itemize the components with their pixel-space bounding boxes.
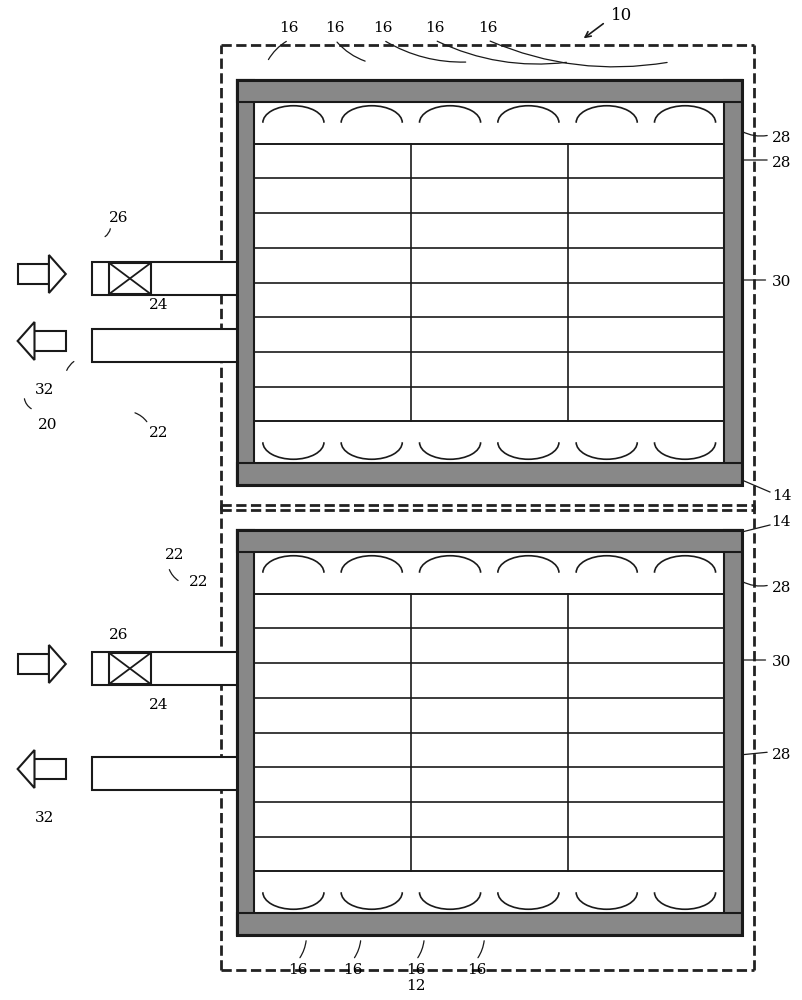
Text: 16: 16 (407, 963, 426, 977)
Bar (109, 263, 151, 294)
Text: 14: 14 (772, 489, 792, 503)
Text: 14: 14 (772, 515, 791, 529)
Text: 16: 16 (343, 963, 363, 977)
Text: 28: 28 (772, 156, 791, 170)
Text: 20: 20 (38, 418, 58, 432)
Bar (92, 262, 237, 295)
Text: 16: 16 (279, 21, 298, 35)
Bar (34, 759, 66, 779)
Polygon shape (49, 255, 66, 293)
Bar (237, 913, 742, 935)
Bar (237, 530, 742, 935)
Text: 16: 16 (467, 963, 486, 977)
Bar (34, 331, 66, 351)
Text: 28: 28 (772, 748, 791, 762)
Text: 26: 26 (109, 211, 128, 225)
Bar (724, 530, 742, 935)
Text: 28: 28 (772, 131, 791, 145)
Bar (237, 80, 742, 485)
Text: 22: 22 (149, 426, 168, 440)
Text: 30: 30 (772, 655, 791, 669)
Text: 16: 16 (425, 21, 444, 35)
Bar (237, 80, 254, 485)
Text: 16: 16 (374, 21, 393, 35)
Text: 30: 30 (772, 275, 791, 289)
Text: 24: 24 (149, 298, 168, 312)
Bar (237, 530, 742, 935)
Polygon shape (18, 322, 34, 360)
Bar (237, 530, 742, 552)
Text: 26: 26 (109, 628, 128, 642)
Bar (237, 80, 742, 102)
Bar (237, 530, 254, 935)
Bar (92, 757, 237, 790)
Bar (237, 463, 742, 485)
Text: 32: 32 (34, 811, 54, 825)
Bar (92, 652, 237, 685)
Bar (109, 653, 151, 684)
Text: 12: 12 (407, 979, 426, 993)
Text: 16: 16 (478, 21, 497, 35)
Polygon shape (49, 645, 66, 683)
Bar (237, 80, 742, 485)
Text: 24: 24 (149, 698, 168, 712)
Text: 32: 32 (34, 383, 54, 397)
Text: 16: 16 (289, 963, 308, 977)
Polygon shape (18, 750, 34, 788)
Text: 16: 16 (326, 21, 345, 35)
Text: 22: 22 (165, 548, 184, 562)
Bar (18, 264, 49, 284)
Text: 22: 22 (189, 575, 209, 589)
Bar (18, 654, 49, 674)
Text: 28: 28 (772, 581, 791, 595)
Bar (92, 329, 237, 362)
Bar (724, 80, 742, 485)
Text: 10: 10 (611, 6, 632, 23)
